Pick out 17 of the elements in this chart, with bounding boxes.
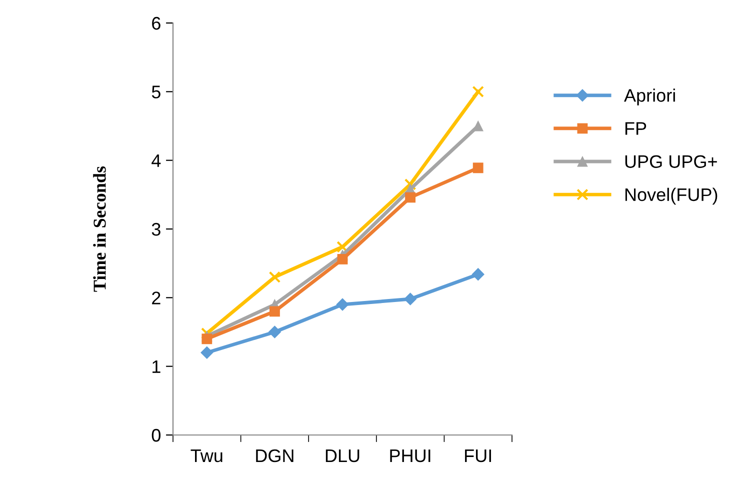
y-tick-label: 0 [152,428,160,442]
x-tick-label: PHUI [390,450,430,462]
x-tick-label: Twu [190,450,222,462]
y-axis-title: Time in Seconds [93,166,106,292]
y-tick-label: 2 [152,292,160,304]
y-tick-label: 4 [152,154,161,167]
legend-label: Apriori [624,88,675,106]
legend-label: FP [625,122,646,135]
y-tick-label: 3 [152,222,160,236]
x-tick-label: DGN [256,449,294,462]
x-tick-label: FUI [465,450,491,462]
y-tick-label: 6 [152,16,160,30]
y-tick-label: 5 [152,86,160,98]
x-tick-label: DLU [326,450,360,462]
y-tick-label: 1 [152,360,160,373]
legend-label: UPG UPG+ [625,155,717,168]
legend-label: Novel(FUP) [625,188,718,205]
